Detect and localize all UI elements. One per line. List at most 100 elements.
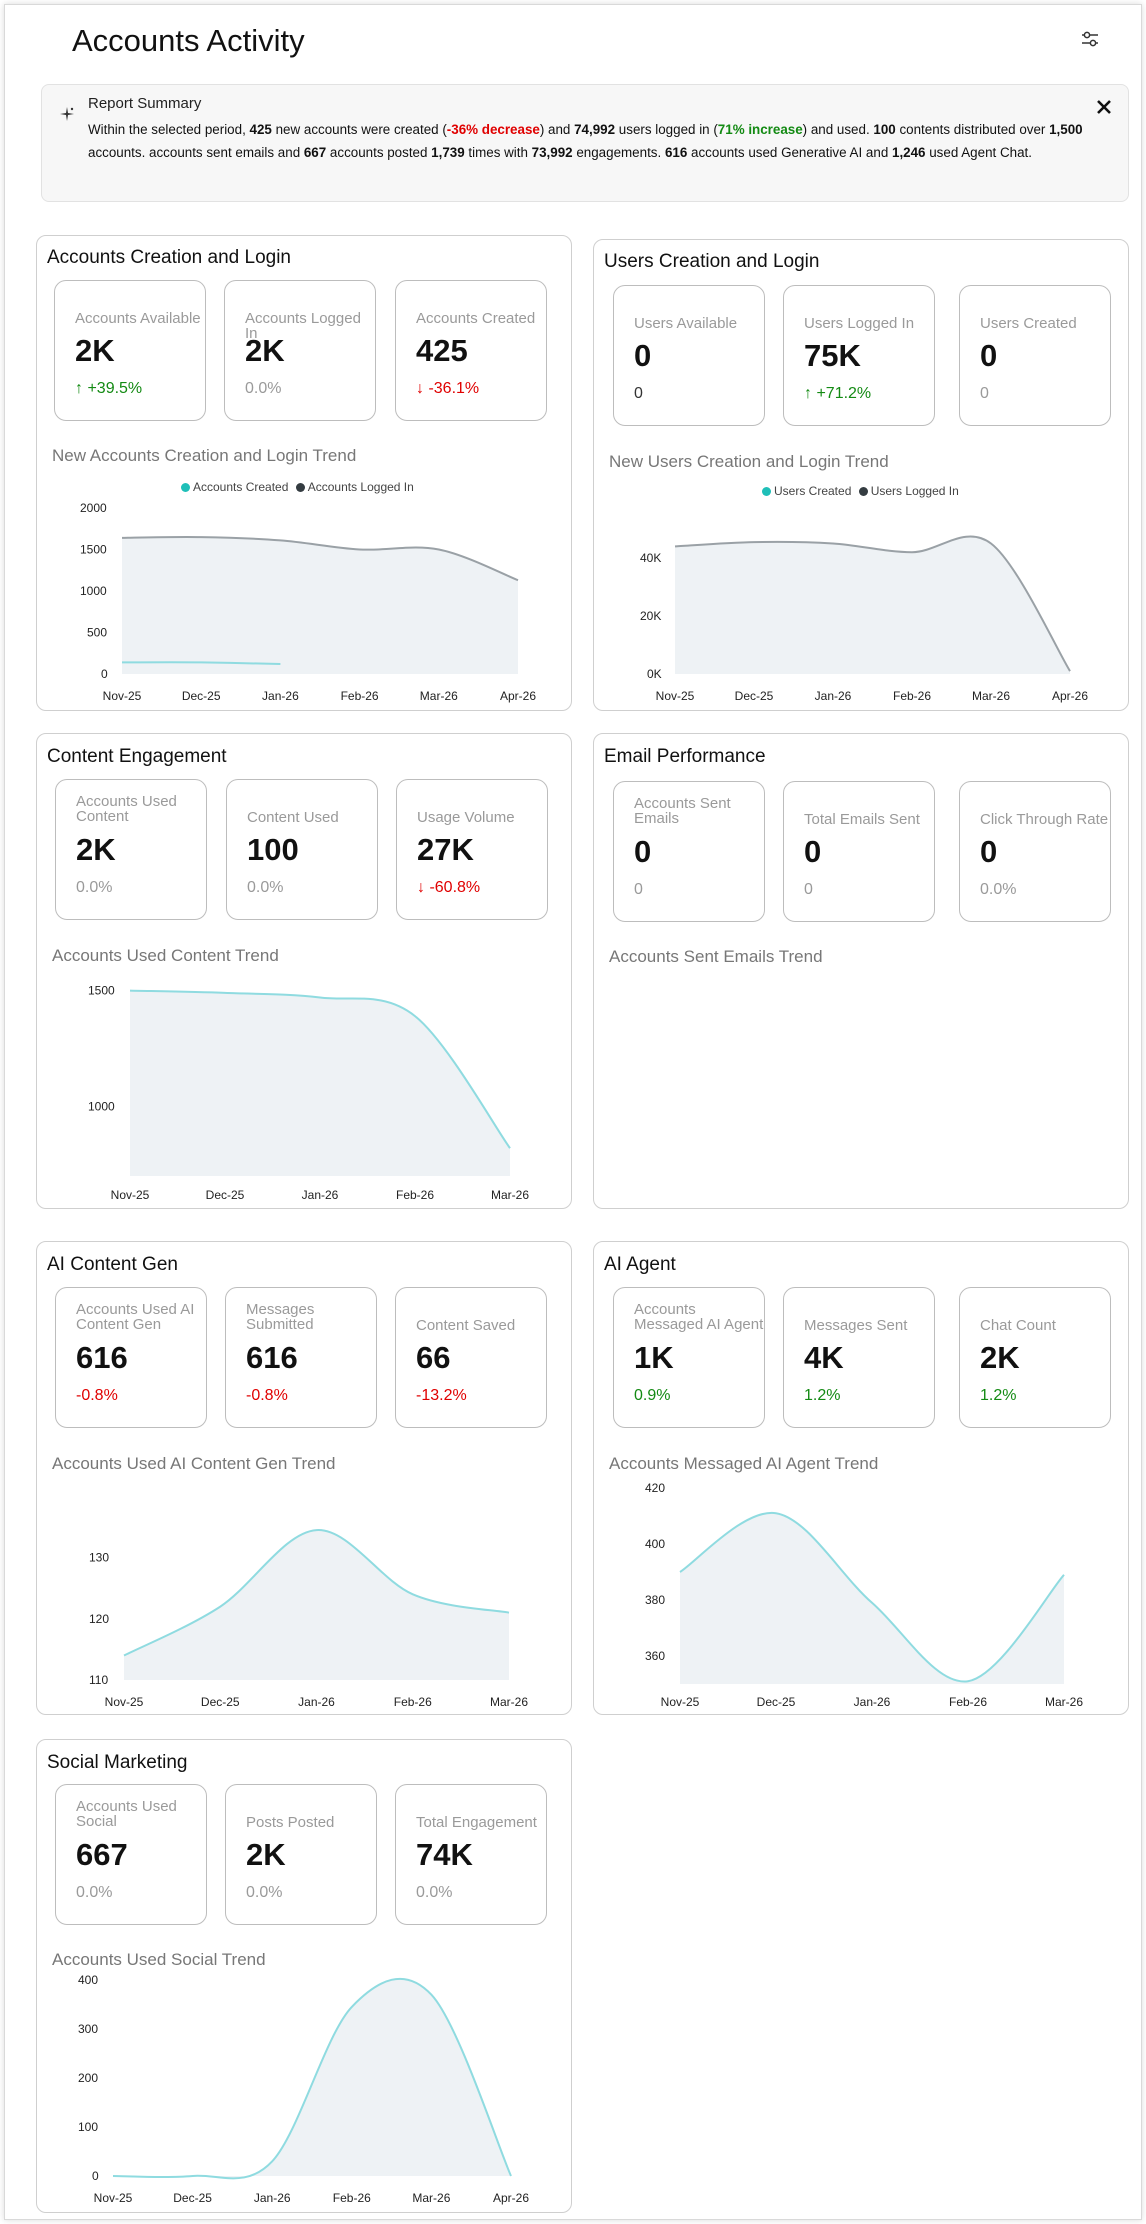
kpi-delta: 0.0% <box>246 1884 283 1901</box>
y-tick-label: 2000 <box>80 501 107 515</box>
x-tick-label: Feb-26 <box>396 1188 434 1202</box>
kpi-value: 0 <box>980 338 998 373</box>
kpi-label: Messages Submitted <box>246 1301 315 1333</box>
kpi-label: Accounts Available <box>75 310 201 327</box>
kpi-value: 2K <box>245 333 285 368</box>
series-line <box>121 535 519 582</box>
kpi-delta: 0.0% <box>247 879 284 896</box>
kpi-card-total-emails-sent: Total Emails Sent 0 0 <box>783 781 935 922</box>
kpi-value: 0 <box>804 834 822 869</box>
y-tick-label: 100 <box>78 2120 98 2134</box>
users-trend-chart: 0K 20K 40K Nov-25 Dec-25 Jan-26 Feb-26 Mar-26 Ap… <box>640 535 1088 703</box>
legend-item-users-logged-in: Users Logged In <box>858 484 959 498</box>
kpi-value: 0 <box>634 834 652 869</box>
x-tick-label: Jan-26 <box>298 1695 335 1709</box>
kpi-value: 2K <box>75 333 115 368</box>
kpi-value: 100 <box>247 832 299 867</box>
kpi-card-click-through-rate: Click Through Rate 0 0.0% <box>959 781 1111 922</box>
kpi-delta: 0.9% <box>634 1387 671 1404</box>
chart-title: New Users Creation and Login Trend <box>609 452 889 471</box>
x-tick-label: Nov-25 <box>94 2191 133 2205</box>
y-tick-label: 300 <box>78 2022 98 2036</box>
kpi-label: Accounts Created <box>416 310 536 327</box>
x-tick-label: Nov-25 <box>111 1188 150 1202</box>
x-tick-label: Feb-26 <box>949 1695 987 1709</box>
kpi-label: Accounts Logged In <box>245 310 361 342</box>
kpi-card-posts-posted: Posts Posted 2K 0.0% <box>225 1784 377 1925</box>
close-summary-button[interactable] <box>1092 95 1116 119</box>
legend-item-users-created: Users Created <box>762 484 851 498</box>
x-tick-label: Apr-26 <box>1052 689 1088 703</box>
y-tick-label: 110 <box>89 1673 108 1687</box>
kpi-label: Total Engagement <box>416 1814 537 1831</box>
series-area <box>122 536 518 674</box>
x-tick-label: Feb-26 <box>341 689 379 703</box>
kpi-label: Content Saved <box>416 1317 516 1334</box>
kpi-value: 66 <box>416 1340 451 1375</box>
series-line <box>123 1529 510 1657</box>
y-tick-label: 1000 <box>80 584 107 598</box>
kpi-card-content-saved: Content Saved 66 -13.2% <box>395 1287 547 1428</box>
panel-title: Users Creation and Login <box>604 251 820 272</box>
y-tick-label: 200 <box>78 2071 98 2085</box>
kpi-delta: 0.0% <box>76 879 113 896</box>
y-tick-label: 40K <box>640 551 661 565</box>
ai-agent-trend-chart: 360 380 400 420 Nov-25 Dec-25 Jan-26 Feb-26 Mar-… <box>645 1481 1083 1709</box>
kpi-label: Accounts Sent Emails <box>634 795 731 827</box>
chart-title: Accounts Used Social Trend <box>52 1950 266 1969</box>
kpi-value: 0 <box>980 834 998 869</box>
close-icon <box>1097 100 1111 114</box>
kpi-delta: 0.0% <box>76 1884 113 1901</box>
kpi-delta: ↑ +71.2% <box>804 385 872 402</box>
kpi-card-messages-sent: Messages Sent 4K 1.2% <box>783 1287 935 1428</box>
kpi-value: 74K <box>416 1837 473 1872</box>
sparkle-icon <box>60 107 74 121</box>
x-tick-label: Feb-26 <box>333 2191 371 2205</box>
report-summary-title: Report Summary <box>88 95 202 112</box>
kpi-label: Usage Volume <box>417 809 515 826</box>
kpi-value: 667 <box>76 1837 128 1872</box>
kpi-card-users-logged-in: Users Logged In 75K ↑ +71.2% <box>783 285 935 426</box>
panel-content-engagement: Content Engagement Accounts Used Content… <box>36 733 572 1209</box>
kpi-delta: -0.8% <box>246 1387 288 1404</box>
x-tick-label: Nov-25 <box>661 1695 700 1709</box>
x-tick-label: Dec-25 <box>757 1695 796 1709</box>
kpi-label: Chat Count <box>980 1317 1056 1334</box>
kpi-card-content-used: Content Used 100 0.0% <box>226 779 378 920</box>
kpi-card-messages-submitted: Messages Submitted 616 -0.8% <box>225 1287 377 1428</box>
chart-title: Accounts Sent Emails Trend <box>609 947 823 966</box>
series-line <box>679 1512 1065 1683</box>
kpi-card-accounts-used-social: Accounts Used Social 667 0.0% <box>55 1784 207 1925</box>
x-tick-label: Mar-26 <box>491 1188 529 1202</box>
kpi-label: Accounts Used AI Content Gen <box>76 1301 195 1333</box>
panel-ai-agent: AI Agent Accounts Messaged AI Agent 1K 0… <box>593 1241 1129 1715</box>
kpi-value: 2K <box>246 1837 286 1872</box>
y-tick-label: 0K <box>647 667 662 681</box>
kpi-label: Users Logged In <box>804 315 915 332</box>
x-tick-label: Jan-26 <box>302 1188 339 1202</box>
kpi-label: Users Available <box>634 315 738 332</box>
ai-content-gen-trend-chart: 110 120 130 Nov-25 Dec-25 Jan-26 Feb-26 Mar-26 <box>89 1529 528 1709</box>
filter-settings-button[interactable] <box>1075 25 1105 55</box>
x-tick-label: Mar-26 <box>490 1695 528 1709</box>
y-tick-label: 0 <box>92 2169 99 2183</box>
panel-social-marketing: Social Marketing Accounts Used Social 66… <box>36 1739 572 2213</box>
kpi-card-chat-count: Chat Count 2K 1.2% <box>959 1287 1111 1428</box>
y-tick-label: 420 <box>645 1481 665 1495</box>
chart-legend: Accounts Created Accounts Logged In <box>181 480 414 494</box>
kpi-value: 0 <box>634 338 652 373</box>
kpi-label: Total Emails Sent <box>804 811 920 828</box>
panel-users-creation: Users Creation and Login Users Available… <box>593 239 1129 711</box>
series-area <box>113 1978 511 2179</box>
legend-item-accounts-logged-in: Accounts Logged In <box>295 480 414 494</box>
kpi-delta: 0.0% <box>980 881 1017 898</box>
kpi-value: 616 <box>76 1340 128 1375</box>
panel-email-performance: Email Performance Accounts Sent Emails 0… <box>593 733 1129 1209</box>
x-tick-label: Apr-26 <box>493 2191 529 2205</box>
report-summary: Report Summary Within the selected perio… <box>41 84 1129 202</box>
kpi-card-accounts-messaged-ai-agent: Accounts Messaged AI Agent 1K 0.9% <box>613 1287 765 1428</box>
x-tick-label: Dec-25 <box>735 689 774 703</box>
kpi-label: Users Created <box>980 315 1077 332</box>
kpi-label: Accounts Used Social <box>76 1798 177 1830</box>
x-tick-label: Dec-25 <box>201 1695 240 1709</box>
